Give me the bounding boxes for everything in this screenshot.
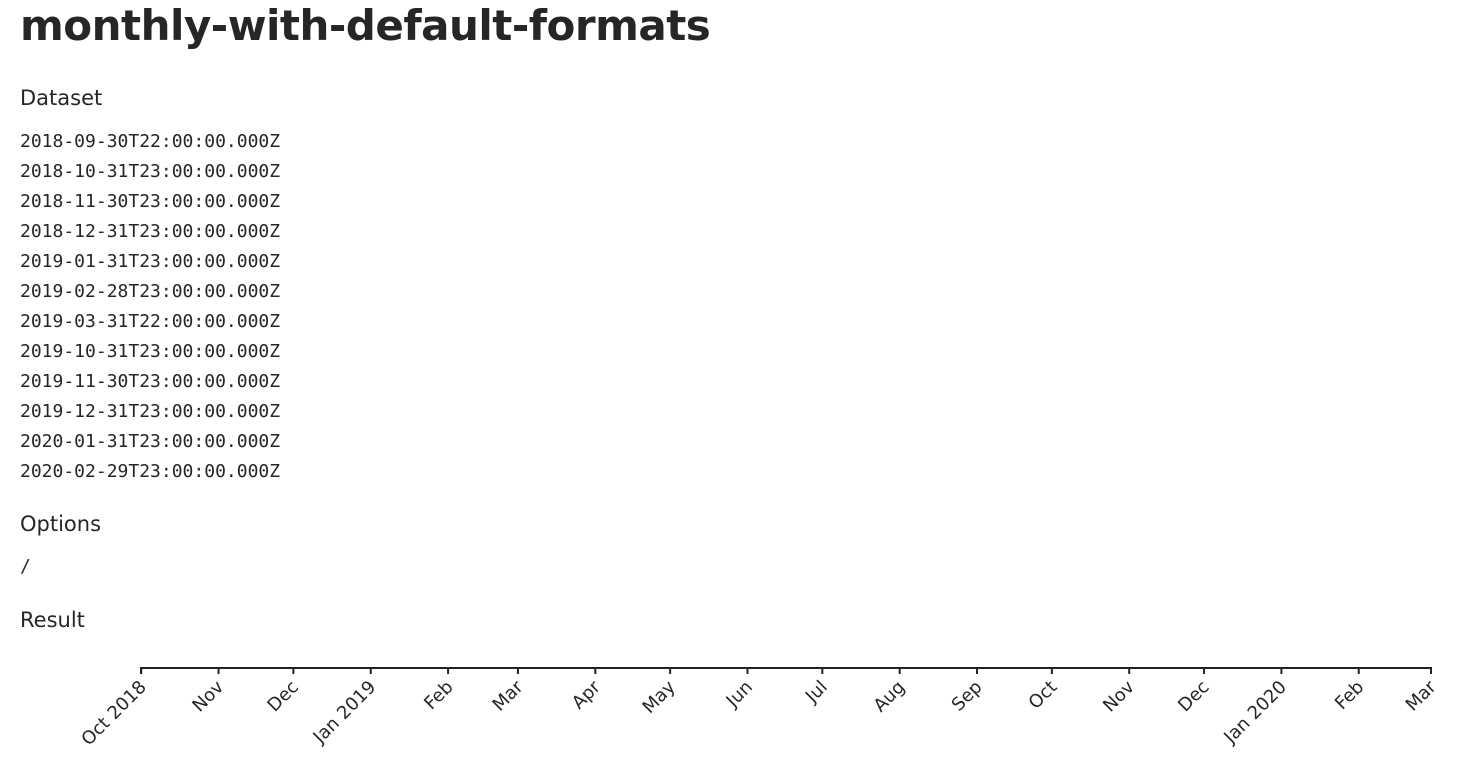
dataset-item: 2019-02-28T23:00:00.000Z	[20, 281, 281, 302]
dataset-item: 2020-01-31T23:00:00.000Z	[20, 431, 281, 452]
x-axis: Oct 2018 Nov Dec Jan 2019 Feb Mar Apr May Jun Jul…	[77, 667, 1441, 750]
axis-tick-label: Jun	[722, 677, 757, 712]
axis-tick-label: Oct 2018	[77, 677, 150, 750]
dataset-item: 2018-11-30T23:00:00.000Z	[20, 191, 281, 212]
result-heading: Result	[20, 608, 85, 632]
dataset-item: 2019-01-31T23:00:00.000Z	[20, 251, 281, 272]
axis-tick-label: Mar	[489, 676, 528, 715]
dataset-item: 2018-12-31T23:00:00.000Z	[20, 221, 281, 242]
axis-tick: Feb	[1331, 668, 1368, 714]
axis-tick-label: Mar	[1402, 676, 1441, 715]
axis-tick-label: Nov	[1099, 676, 1139, 716]
axis-tick-label: Jan 2020	[1219, 677, 1291, 749]
dataset-item: 2019-10-31T23:00:00.000Z	[20, 341, 281, 362]
axis-tick: Jan 2019	[309, 668, 381, 749]
dataset-list: 2018-09-30T22:00:00.000Z 2018-10-31T23:00…	[20, 127, 280, 487]
axis-tick-label: Feb	[1331, 677, 1368, 714]
axis-tick-label: Sep	[948, 677, 987, 716]
axis-tick-label: Dec	[1174, 677, 1213, 716]
dataset-item: 2019-03-31T22:00:00.000Z	[20, 311, 281, 332]
axis-tick-label: May	[639, 676, 680, 717]
axis-tick: Jan 2020	[1219, 668, 1291, 748]
axis-domain-line	[140, 667, 1432, 674]
axis-tick: Apr	[568, 668, 605, 714]
result-chart: Oct 2018 Nov Dec Jan 2019 Feb Mar Apr May Jun Jul…	[77, 667, 1441, 750]
axis-tick: Nov	[1099, 668, 1139, 716]
dataset-item: 2020-02-29T23:00:00.000Z	[20, 461, 281, 482]
axis-tick-label: Jan 2019	[309, 677, 381, 749]
axis-tick: Aug	[870, 668, 910, 717]
dataset-item: 2019-12-31T23:00:00.000Z	[20, 401, 281, 422]
axis-tick: Mar	[1402, 668, 1441, 716]
dataset-item: 2019-11-30T23:00:00.000Z	[20, 371, 281, 392]
axis-tick-label: Nov	[188, 676, 228, 716]
dataset-heading: Dataset	[20, 86, 103, 110]
axis-tick: Jul	[801, 668, 832, 708]
dataset-item: 2018-10-31T23:00:00.000Z	[20, 161, 281, 182]
axis-tick-label: Dec	[263, 677, 302, 716]
axis-tick: Oct	[1025, 668, 1062, 714]
axis-tick-label: Jul	[801, 677, 832, 708]
axis-tick: Dec	[263, 668, 303, 716]
options-value: /	[20, 556, 31, 577]
axis-tick: Mar	[489, 668, 528, 716]
axis-tick: Oct 2018	[77, 668, 151, 750]
axis-tick: Nov	[188, 668, 228, 716]
axis-tick: Jun	[722, 668, 757, 712]
axis-tick: Feb	[420, 668, 458, 714]
axis-tick-label: Aug	[870, 677, 910, 717]
page-title: monthly-with-default-formats	[20, 1, 711, 50]
dataset-item: 2018-09-30T22:00:00.000Z	[20, 131, 281, 152]
axis-tick-label: Oct	[1025, 677, 1062, 714]
axis-tick-label: Apr	[568, 676, 605, 713]
axis-tick: Sep	[948, 668, 987, 716]
options-heading: Options	[20, 512, 102, 536]
axis-tick: May	[639, 668, 680, 718]
axis-tick-label: Feb	[420, 677, 457, 714]
axis-tick: Dec	[1174, 668, 1214, 716]
